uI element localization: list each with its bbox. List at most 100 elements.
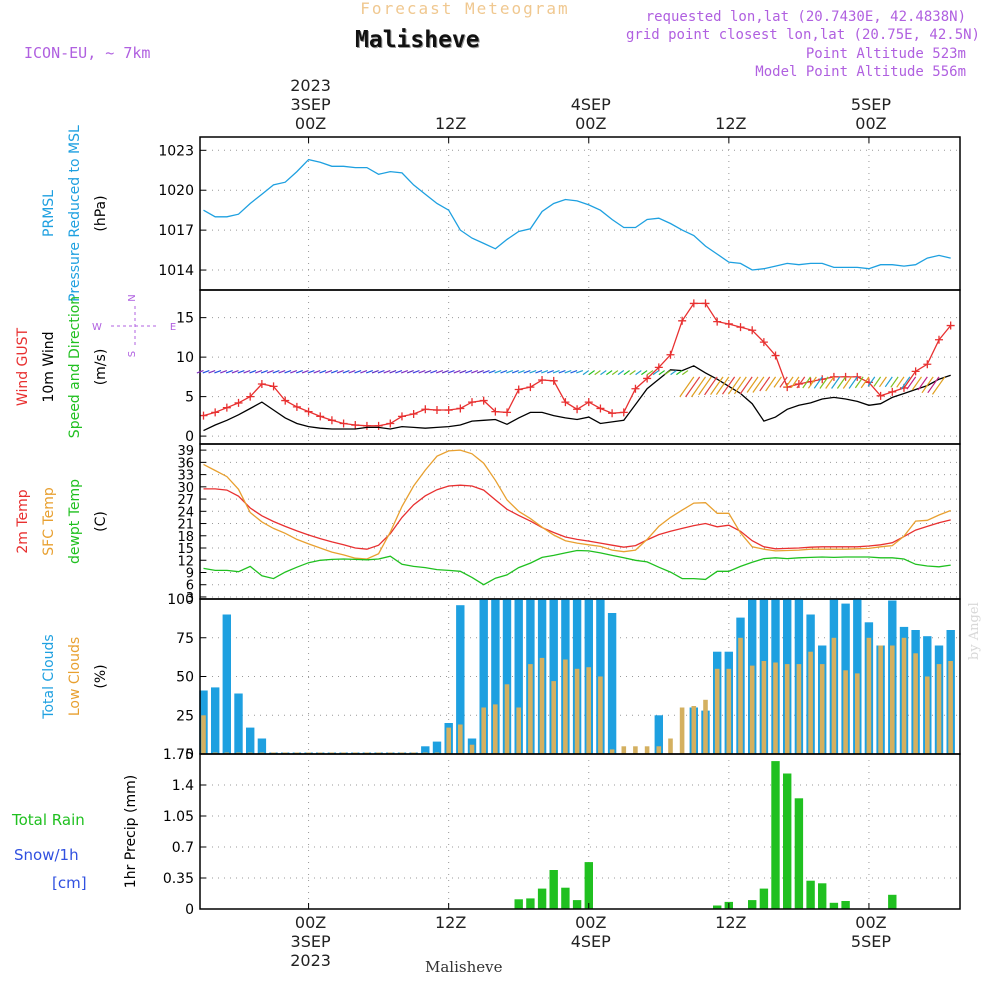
wind-axis-label: Wind GUST — [15, 327, 31, 406]
y-tick-label: 33 — [177, 469, 194, 484]
wind-axis-label: 10m Wind — [41, 331, 57, 402]
wind-arrow — [406, 369, 414, 374]
wind-arrow — [418, 369, 426, 374]
gust-marker — [304, 407, 313, 416]
bottom-time-label: 12Z — [435, 913, 466, 932]
wind-arrow — [802, 376, 812, 389]
wind-arrow — [260, 369, 268, 374]
header: Forecast Meteogram Malisheve ICON-EU, ~ … — [0, 0, 1000, 100]
precip-bar — [713, 905, 722, 909]
top-time-label: 00Z — [295, 114, 326, 133]
precip-bar — [794, 798, 804, 909]
wind-arrow — [342, 369, 350, 374]
low-cloud-bar — [528, 664, 533, 754]
gust-marker — [421, 405, 430, 414]
y-tick-label: 0 — [185, 747, 194, 763]
gust-marker — [327, 416, 336, 425]
gust-marker — [946, 321, 955, 330]
precip-bar — [783, 773, 792, 909]
gust-marker — [479, 396, 488, 405]
gust-marker — [573, 405, 582, 414]
total-cloud-bar — [502, 599, 512, 754]
precip-bar — [526, 898, 535, 909]
wind-arrow — [377, 369, 385, 374]
wind-arrow — [476, 369, 484, 374]
top-time-label: 4SEP — [571, 95, 611, 114]
clouds-panel: 0 25 50 75 100 Total Clouds Low Clouds (%) — [41, 592, 961, 763]
wind-arrow — [255, 369, 263, 374]
temp-axis-label: dewpt Temp — [67, 479, 83, 564]
wind-arrow — [900, 376, 911, 390]
low-cloud-bar — [761, 661, 767, 754]
gust-marker — [292, 402, 301, 411]
gust-marker — [631, 384, 640, 393]
wind-arrow — [698, 376, 712, 396]
wind-arrow — [796, 376, 806, 389]
total-cloud-bar — [421, 746, 430, 755]
precip-bar — [549, 870, 558, 909]
precip-bar — [537, 888, 547, 909]
low-cloud-bar — [586, 667, 591, 754]
series-line-2m-temp — [203, 484, 951, 550]
temp-frame — [199, 443, 961, 600]
low-cloud-bar — [598, 676, 603, 754]
wind-arrow — [290, 369, 298, 374]
gust-marker — [362, 421, 371, 430]
wind-arrow — [430, 369, 438, 374]
series-line-sfc-temp — [203, 449, 951, 560]
wind-arrow — [873, 376, 882, 387]
wind-arrow — [710, 376, 724, 395]
wind-arrow — [500, 369, 508, 374]
gust-marker — [584, 398, 593, 407]
gust-marker — [316, 412, 325, 421]
wind-arrow — [465, 369, 473, 374]
y-tick-label: 1014 — [158, 263, 194, 279]
wind-arrow — [681, 370, 689, 376]
wind-arrow — [765, 376, 777, 392]
compass-rose: N S W E — [92, 294, 176, 357]
wind-arrow — [734, 376, 747, 395]
y-tick-label: 0 — [185, 429, 194, 445]
wind-arrow — [325, 369, 333, 374]
wind-arrow — [494, 369, 502, 374]
bottom-time-label: 3SEP — [291, 932, 331, 951]
series-line-10m-wind — [203, 365, 951, 432]
bottom-time-label: 00Z — [295, 913, 326, 932]
wind-arrow — [284, 369, 292, 374]
temp-axis-label: SFC Temp — [41, 487, 57, 556]
low-cloud-bar — [458, 724, 463, 754]
gust-marker — [713, 317, 722, 326]
wind-arrow — [676, 370, 683, 376]
precip-bar — [841, 901, 850, 909]
location-title: Malisheve — [355, 27, 480, 53]
wind-arrow — [517, 369, 525, 374]
top-time-label: 3SEP — [291, 95, 331, 114]
wind-arrow — [249, 369, 257, 374]
gust-marker — [468, 398, 477, 407]
gust-marker — [561, 398, 570, 407]
pressure-axis-label: PRMSL — [41, 190, 57, 237]
top-time-label: 00Z — [855, 114, 886, 133]
gust-marker — [934, 335, 943, 344]
low-cloud-bar — [668, 738, 673, 754]
low-cloud-bar — [633, 746, 638, 755]
wind-frame — [199, 289, 961, 445]
y-tick-label: 1017 — [158, 223, 194, 239]
y-tick-label: 50 — [176, 670, 194, 686]
gust-marker — [491, 407, 500, 416]
wind-arrow — [652, 370, 660, 376]
wind-arrow — [488, 369, 496, 374]
y-tick-label: 3 — [186, 591, 194, 606]
bottom-time-label: 00Z — [575, 913, 606, 932]
gust-marker — [888, 387, 897, 396]
wind-arrow — [570, 369, 578, 374]
wind-arrow — [917, 376, 928, 391]
low-cloud-bar — [948, 661, 953, 754]
wind-arrow — [752, 376, 765, 393]
wind-arrow — [715, 376, 730, 395]
low-cloud-bar — [843, 670, 848, 754]
gust-marker — [351, 421, 360, 430]
gust-marker — [911, 367, 920, 376]
gust-marker — [794, 379, 803, 388]
total-cloud-bar — [257, 738, 267, 754]
